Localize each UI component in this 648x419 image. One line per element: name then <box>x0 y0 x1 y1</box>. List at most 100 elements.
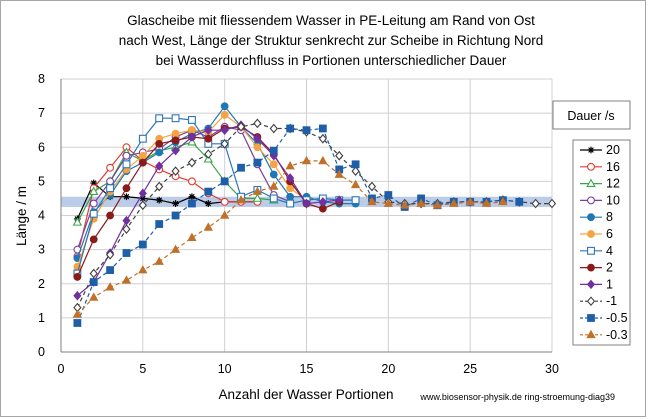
data-point-s9-1 <box>89 268 98 279</box>
data-point-s9-10 <box>236 121 246 132</box>
data-point-s9-29 <box>547 198 557 209</box>
data-point-s1-9 <box>220 197 229 206</box>
data-point-s11-11 <box>252 186 263 195</box>
legend-marker-5 <box>587 230 595 238</box>
axes <box>60 79 552 353</box>
data-point-s6-12 <box>269 194 278 203</box>
data-point-s8-15 <box>318 197 327 207</box>
data-point-s3-3 <box>122 151 131 160</box>
x-tick-label-4: 20 <box>381 362 395 376</box>
data-point-s11-23 <box>449 198 459 207</box>
data-point-s6-5 <box>155 114 164 123</box>
data-point-s8-11 <box>253 133 262 144</box>
data-point-s10-17 <box>351 160 360 169</box>
legend-box <box>572 139 631 346</box>
data-point-s11-26 <box>498 196 508 206</box>
data-point-s8-9 <box>220 125 229 135</box>
data-point-s11-9 <box>220 210 230 219</box>
x-axis-title: Anzahl der Wasser Portionen <box>218 387 393 402</box>
legend-marker-3 <box>587 196 595 205</box>
data-point-s10-15 <box>318 124 327 133</box>
data-point-s9-11 <box>253 118 262 129</box>
data-point-s9-17 <box>351 166 360 176</box>
x-tick-label-0: 0 <box>58 362 65 376</box>
legend-marker-0 <box>587 146 595 154</box>
data-point-s11-12 <box>269 181 279 190</box>
data-point-s11-0 <box>72 309 83 318</box>
data-series <box>72 102 557 327</box>
legend-marker-1 <box>587 162 595 171</box>
data-point-s2-11 <box>252 193 263 202</box>
x-tick-label-6: 30 <box>545 362 559 376</box>
data-point-s5-6 <box>171 129 180 138</box>
tick-labels: 0 1 2 3 4 5 6 7 8 0 5 10 15 20 25 30 <box>38 72 559 376</box>
data-point-s9-16 <box>335 150 344 161</box>
data-point-s6-7 <box>187 116 196 124</box>
chart-title-line-2: nach West, Länge der Struktur senkrecht … <box>119 33 543 48</box>
data-point-s6-6 <box>171 114 180 123</box>
y-axis-title: Länge / m <box>14 186 29 246</box>
legend-label-1: 16 <box>606 160 620 174</box>
data-point-s4-9 <box>220 102 229 111</box>
data-point-s2-1 <box>88 186 99 195</box>
data-point-s7-6 <box>171 136 180 145</box>
data-point-s11-6 <box>170 244 181 253</box>
legend-marker-2 <box>586 178 596 187</box>
series-line-6 <box>76 117 356 274</box>
data-point-s11-18 <box>367 196 377 206</box>
series-8 <box>73 120 344 301</box>
x-tick-label-1: 5 <box>139 362 146 376</box>
data-point-s0-6 <box>172 200 179 207</box>
data-point-s7-2 <box>106 211 114 220</box>
data-point-s10-6 <box>171 211 180 220</box>
data-point-s9-7 <box>187 157 197 168</box>
data-point-s7-3 <box>122 184 131 193</box>
legend-label-0: 20 <box>606 143 620 157</box>
data-point-s11-22 <box>432 200 443 209</box>
data-point-s11-16 <box>334 169 344 178</box>
data-point-s5-13 <box>286 184 295 193</box>
data-point-s5-9 <box>220 110 229 119</box>
data-point-s0-1 <box>90 179 98 187</box>
data-point-s11-7 <box>187 232 197 241</box>
legend-marker-9 <box>586 296 596 307</box>
data-point-s9-3 <box>122 224 131 234</box>
legend-marker-4 <box>587 213 595 222</box>
data-point-s1-7 <box>187 177 196 186</box>
data-point-s8-16 <box>335 195 344 205</box>
y-tick-label-0: 0 <box>38 345 45 359</box>
data-point-s0-7 <box>188 193 196 201</box>
data-point-s10-4 <box>138 240 147 249</box>
legend-label-3: 10 <box>606 193 620 207</box>
data-point-s9-12 <box>269 123 278 134</box>
data-point-s8-4 <box>138 188 147 199</box>
legend-marker-6 <box>587 246 595 255</box>
data-point-s6-1 <box>89 209 98 218</box>
legend: Dauer /s 20 16 12 10 8 6 4 2 1 -1 -0.5 -0.3 <box>552 100 631 346</box>
legend-label-2: 12 <box>606 177 620 191</box>
footnote-source: www.biosensor-physik.de ring-stroemung-d… <box>419 392 615 402</box>
data-point-s11-20 <box>400 200 410 209</box>
data-point-s9-6 <box>171 166 180 176</box>
data-point-s8-14 <box>302 198 311 209</box>
data-point-s8-8 <box>204 125 213 135</box>
data-point-s10-19 <box>384 191 393 199</box>
data-point-s0-4 <box>139 195 147 202</box>
data-point-s9-5 <box>155 181 164 192</box>
x-tick-label-2: 10 <box>218 362 232 376</box>
data-point-s9-18 <box>367 181 377 192</box>
legend-marker-10 <box>587 314 595 322</box>
data-point-s11-14 <box>301 155 312 165</box>
data-point-s10-8 <box>204 187 213 196</box>
data-point-s10-2 <box>106 266 114 275</box>
data-point-s0-3 <box>123 193 130 201</box>
data-point-s11-15 <box>318 155 328 165</box>
data-point-s2-0 <box>72 217 83 226</box>
y-tick-label-8: 8 <box>38 72 45 86</box>
y-tick-label-6: 6 <box>38 140 45 154</box>
data-point-s9-9 <box>220 138 229 149</box>
data-point-s6-3 <box>122 160 131 169</box>
data-point-s10-12 <box>269 146 278 155</box>
data-point-s10-0 <box>73 319 82 327</box>
data-point-s11-21 <box>416 198 426 207</box>
